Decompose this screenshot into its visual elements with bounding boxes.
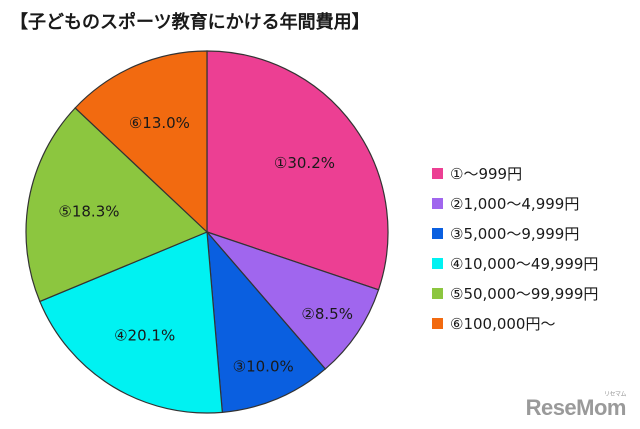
legend-swatch-1 xyxy=(432,167,443,179)
pie-slice-2 xyxy=(205,230,380,370)
pie-slice-6 xyxy=(74,50,208,234)
legend-swatch-2 xyxy=(432,197,443,209)
slice-label-4: ④20.1% xyxy=(114,327,175,345)
legend-swatch-5 xyxy=(432,287,443,299)
slice-label-2: ②8.5% xyxy=(301,305,353,323)
chart-legend: ①～999円 ②1,000～4,999円 ③5,000～9,999円 ④10,000～… xyxy=(432,158,598,338)
legend-label-5: ⑤50,000～99,999円 xyxy=(450,284,599,303)
watermark-logo: ReseMom リセマム xyxy=(525,392,627,421)
legend-label-4: ④10,000～49,999円 xyxy=(450,254,599,273)
legend-item-1: ①～999円 xyxy=(432,158,598,188)
chart-title: 【子どものスポーツ教育にかける年間費用】 xyxy=(10,12,370,33)
slice-label-1: ①30.2% xyxy=(274,154,335,172)
legend-item-5: ⑤50,000～99,999円 xyxy=(432,278,598,308)
legend-item-3: ③5,000～9,999円 xyxy=(432,218,598,248)
slice-label-6: ⑥13.0% xyxy=(129,114,190,132)
legend-swatch-4 xyxy=(432,257,443,269)
legend-label-6: ⑥100,000円～ xyxy=(450,314,556,333)
watermark-text: ReseMom xyxy=(525,395,627,420)
legend-swatch-6 xyxy=(432,317,443,329)
pie-slice-3 xyxy=(206,230,327,413)
legend-item-6: ⑥100,000円～ xyxy=(432,308,598,338)
watermark-subtext: リセマム xyxy=(603,392,627,398)
slice-label-3: ③10.0% xyxy=(233,357,294,375)
legend-item-2: ②1,000～4,999円 xyxy=(432,188,598,218)
pie-slice-4 xyxy=(39,231,223,414)
legend-label-1: ①～999円 xyxy=(450,164,523,183)
pie-slice-1 xyxy=(206,50,389,291)
slice-label-5: ⑤18.3% xyxy=(58,202,119,220)
legend-swatch-3 xyxy=(432,227,443,239)
legend-label-2: ②1,000～4,999円 xyxy=(450,194,580,213)
pie-slice-5 xyxy=(25,107,209,303)
legend-label-3: ③5,000～9,999円 xyxy=(450,224,580,243)
legend-item-4: ④10,000～49,999円 xyxy=(432,248,598,278)
